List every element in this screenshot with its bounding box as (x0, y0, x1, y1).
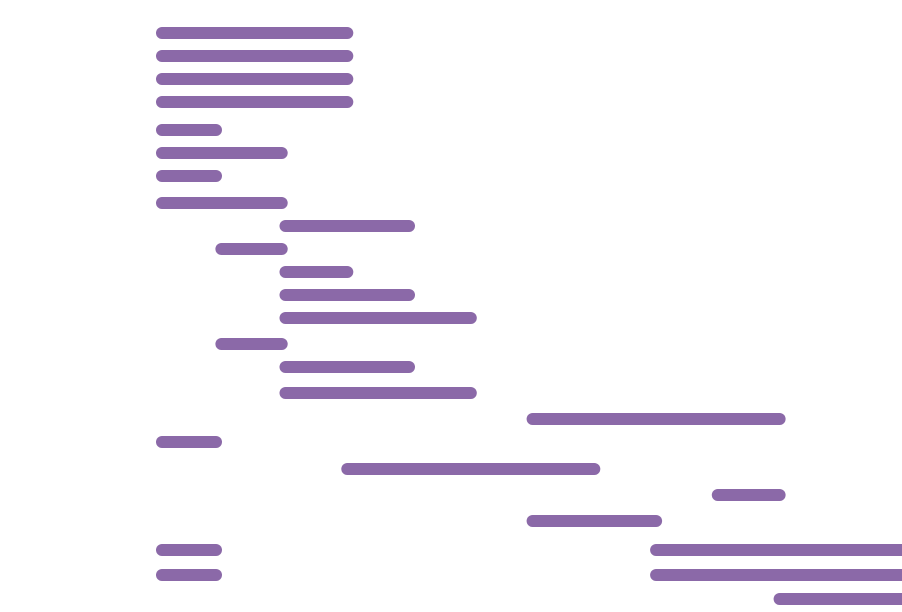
bars-group (156, 27, 902, 605)
